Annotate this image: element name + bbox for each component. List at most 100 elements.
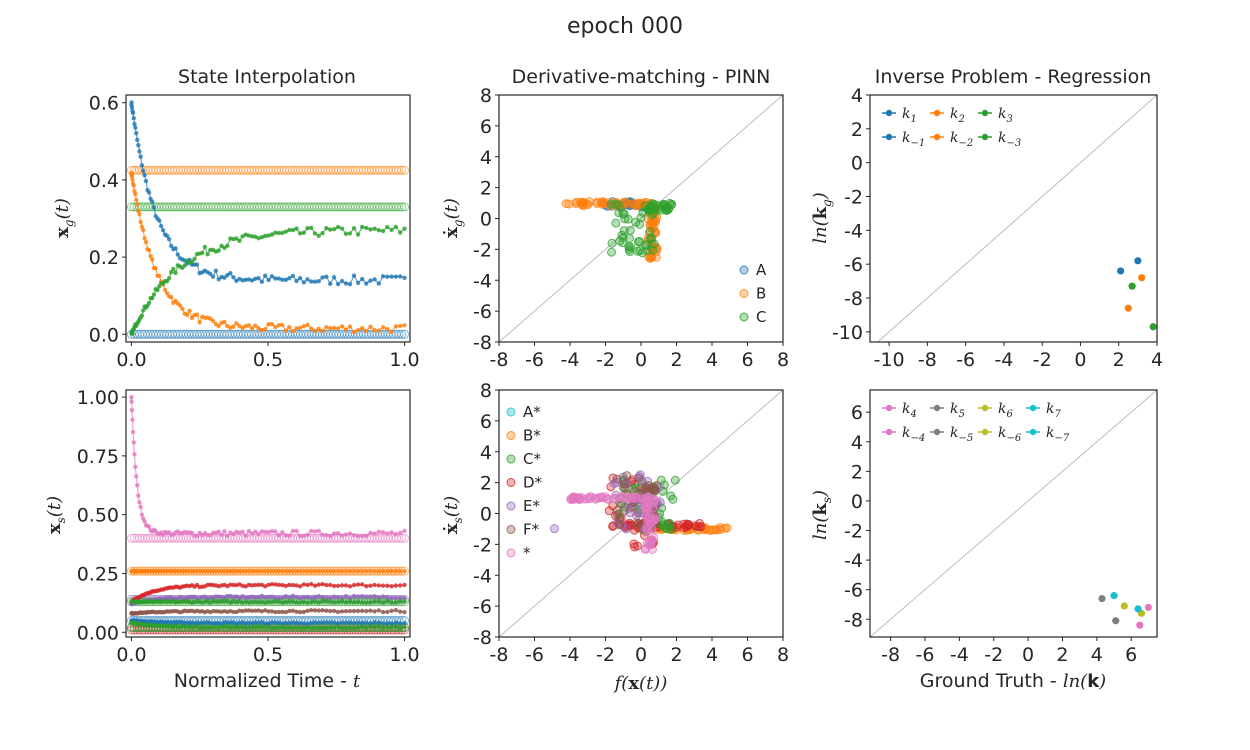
- p11-point-B: [380, 325, 386, 330]
- p22-ytick-label: -8: [473, 627, 492, 649]
- p21-point-B: [301, 568, 307, 574]
- p21-ytick-label: 1.00: [77, 387, 119, 409]
- p11-point-A: [343, 281, 349, 286]
- p23-ytick-label: -8: [844, 609, 863, 631]
- p23-ytick-label: -4: [844, 550, 863, 572]
- p11-point-C: [397, 230, 403, 235]
- panel-derivative-matching-g: -8 -6 -4 -2 0 2 4 6 8 -8 -6 -4 -2 0 2 4 6 8 ABC: [473, 85, 789, 371]
- p22-point-F*: [614, 520, 624, 530]
- p12-point-C: [626, 242, 636, 252]
- p21-point-C2: [359, 624, 365, 630]
- p11-point-A: [266, 277, 271, 283]
- p21-point-C2: [351, 626, 357, 631]
- p21-point-B: [397, 568, 403, 574]
- p12-point-C: [635, 246, 645, 256]
- p11-point-C: [225, 243, 230, 248]
- p11-point-A: [393, 274, 399, 279]
- p21-point-C: [343, 599, 349, 605]
- p21-point-A: [276, 620, 281, 625]
- p22-xtick-label: -8: [490, 644, 509, 666]
- p21-point-C2: [372, 624, 377, 630]
- p21-point-G: [129, 399, 134, 404]
- p11-interp-C: [397, 202, 407, 212]
- p21-ytick-label: 0.50: [77, 505, 119, 527]
- p12-point-C: [641, 240, 651, 250]
- p11-point-B: [231, 324, 236, 329]
- p11-point-A: [385, 274, 390, 279]
- p21-point-E: [283, 594, 288, 599]
- p21-point-G: [297, 533, 303, 539]
- p21-point-G: [253, 529, 258, 534]
- p11-point-C: [276, 230, 281, 236]
- p22-point-*: [641, 544, 651, 554]
- p21-point-B: [253, 568, 258, 574]
- p21-point-G: [259, 529, 265, 534]
- p21-point-A: [368, 621, 373, 626]
- p11-point-C: [202, 244, 208, 250]
- p11-point-B: [130, 177, 135, 182]
- p11-interp-B: [400, 165, 410, 175]
- p23-legend-marker: [981, 428, 989, 436]
- p11-ytick-label: 0.0: [89, 324, 119, 346]
- p11-point-B: [194, 312, 200, 317]
- p12-point-C: [611, 199, 621, 209]
- p11-point-B: [129, 174, 135, 179]
- p13-ytick-label: -8: [844, 288, 863, 310]
- p11-point-A: [146, 190, 152, 195]
- p11-series-A: [130, 102, 405, 286]
- p11-point-A: [273, 276, 278, 281]
- p11-point-B: [290, 328, 296, 334]
- p11-point-B: [139, 224, 145, 229]
- svg-text:ln(kg): ln(kg): [810, 192, 834, 244]
- p21-point-C2: [364, 625, 369, 630]
- p11-point-A: [130, 110, 136, 116]
- p22-point-F*: [634, 473, 644, 483]
- p23-legend-entry: k7: [1026, 401, 1061, 420]
- p11-point-A: [389, 274, 394, 279]
- p21-point-E: [316, 594, 321, 599]
- p11-point-C: [335, 224, 341, 230]
- p11-point-B: [312, 328, 318, 334]
- p21-point-F: [324, 608, 329, 613]
- p21-point-E: [343, 594, 349, 599]
- p23-legend-label: k−5: [950, 425, 973, 444]
- p21-point-C: [246, 600, 252, 605]
- p22-point-B*: [715, 525, 725, 535]
- p21-point-B: [262, 568, 268, 574]
- p21-point-B: [294, 568, 299, 574]
- p21-point-F: [359, 608, 365, 614]
- p21-point-G: [256, 531, 261, 537]
- p23-legend-marker: [885, 404, 893, 412]
- p21-point-A: [290, 620, 296, 625]
- p11-point-A: [262, 273, 268, 278]
- p12-plot-area: [499, 95, 783, 342]
- p21-point-F: [294, 609, 299, 614]
- p21-point-C2: [305, 625, 310, 630]
- p11-point-C: [216, 248, 221, 253]
- p13-ytick-label: -6: [844, 254, 863, 276]
- p21-point-D: [320, 582, 325, 587]
- p22-point-*: [646, 537, 656, 547]
- p21-point-C2: [259, 624, 265, 630]
- p11-point-C: [328, 227, 333, 232]
- title-state-interpolation: State Interpolation: [178, 66, 356, 88]
- p11-point-B: [324, 324, 329, 330]
- p12-xtick-label: 4: [706, 349, 718, 371]
- p21-point-E: [324, 595, 329, 600]
- p22-ytick-label: 4: [480, 442, 492, 464]
- p12-point-C: [620, 214, 630, 224]
- p11-point-A: [269, 274, 275, 279]
- p12-point-C: [623, 214, 633, 224]
- p12-point-C: [607, 238, 617, 248]
- p22-point-F*: [626, 502, 636, 512]
- p11-point-C: [141, 308, 146, 313]
- p11-point-C: [253, 234, 258, 239]
- p21-point-F: [393, 608, 399, 613]
- p11-frame: [125, 94, 411, 343]
- p21-point-B: [339, 568, 345, 574]
- p21-point-A: [364, 620, 369, 625]
- p11-point-B: [131, 183, 136, 188]
- p21-point-D: [287, 582, 292, 588]
